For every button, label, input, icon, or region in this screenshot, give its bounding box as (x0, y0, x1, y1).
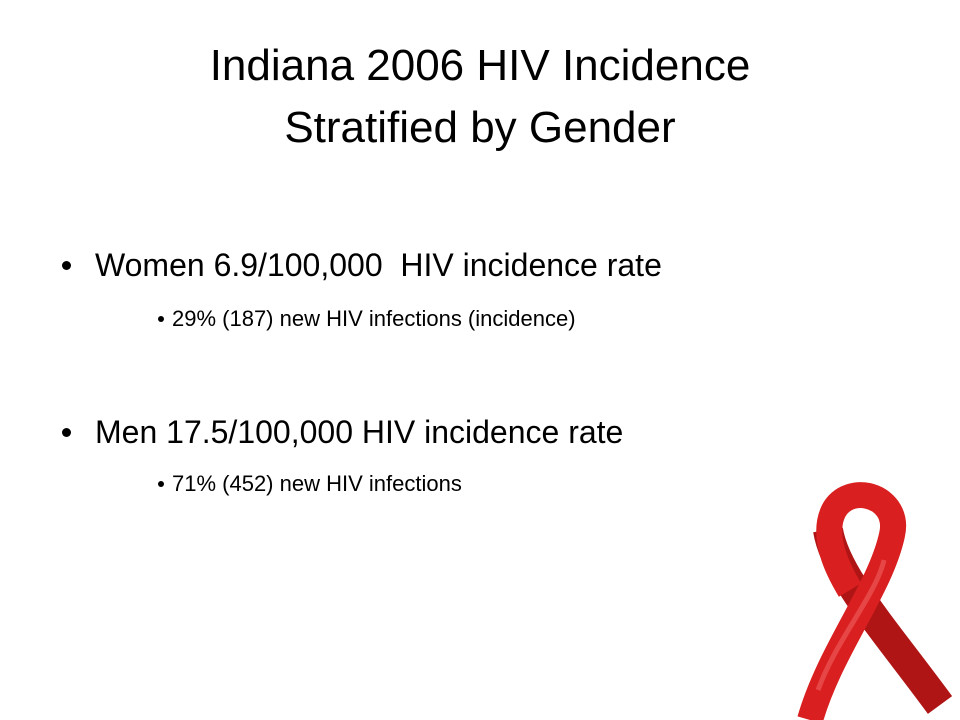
sub-bullet-dot (158, 481, 164, 487)
bullet-dot (62, 428, 71, 437)
ribbon-highlight (815, 559, 887, 691)
sub-bullet-text: 29% (187) new HIV infections (incidence) (172, 306, 576, 331)
sub-bullet-text: 71% (452) new HIV infections (172, 471, 462, 496)
bullet-dot (62, 261, 71, 270)
bullet-text: Women 6.9/100,000 HIV incidence rate (95, 247, 662, 283)
title-line: Stratified by Gender (284, 103, 676, 152)
bullet-text: Men 17.5/100,000 HIV incidence rate (95, 414, 624, 450)
sub-bullet-dot (158, 316, 164, 322)
title-line: Indiana 2006 HIV Incidence (209, 41, 751, 90)
